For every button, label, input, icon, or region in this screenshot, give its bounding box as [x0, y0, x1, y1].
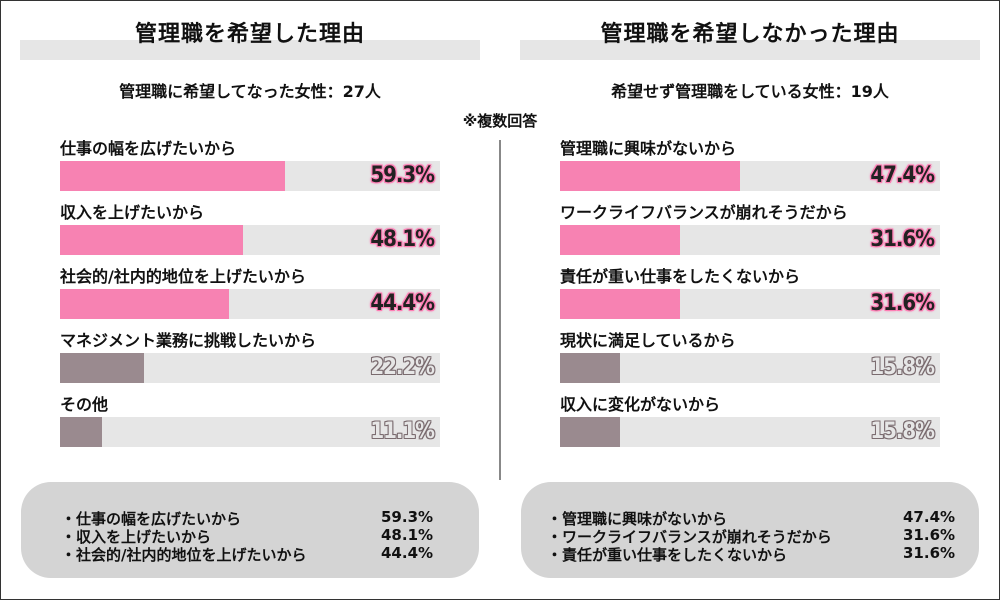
bar-row: 管理職に興味がないから 47.4%: [560, 135, 940, 195]
bar: [60, 289, 229, 319]
bar-row: 現状に満足しているから 15.8%: [560, 327, 940, 387]
right-title: 管理職を希望しなかった理由: [600, 22, 900, 47]
bar-track: 48.1%: [60, 225, 440, 255]
panel-divider: [499, 140, 501, 480]
summary-label: ・収入を上げたいから: [61, 528, 212, 546]
bar: [60, 353, 145, 383]
bar-category-label: 収入を上げたいから: [60, 203, 205, 222]
multiple-answer-note: ※複数回答: [462, 112, 538, 130]
bar-track: 11.1%: [60, 417, 440, 447]
bar-track: 44.4%: [60, 289, 440, 319]
bar: [60, 225, 243, 255]
right-subtitle: 希望せず管理職をしている女性：19人: [611, 82, 889, 101]
bar-value-label: 44.4%: [370, 291, 435, 316]
bar-value-label: 15.8%: [870, 355, 935, 380]
bar-category-label: 管理職に興味がないから: [560, 139, 737, 158]
left-summary-row: ・仕事の幅を広げたいから: [61, 508, 241, 529]
bar: [560, 353, 621, 383]
right-summary-row: ・管理職に興味がないから: [547, 508, 727, 529]
left-summary-value: 44.4%: [381, 544, 434, 562]
summary-label: ・責任が重い仕事をしたくないから: [547, 546, 788, 564]
bar-value-label: 11.1%: [370, 419, 435, 444]
right-summary-row: ・責任が重い仕事をしたくないから: [547, 544, 787, 565]
bar-category-label: その他: [60, 395, 109, 414]
bar: [60, 417, 103, 447]
summary-label: ・社会的/社内的地位を上げたいから: [61, 546, 307, 564]
left-subtitle: 管理職に希望してなった女性：27人: [119, 82, 381, 101]
bar: [560, 225, 681, 255]
left-summary-box: ・仕事の幅を広げたいから 59.3% ・収入を上げたいから 48.1% ・社会的…: [21, 482, 479, 578]
bar-track: 31.6%: [560, 225, 940, 255]
right-panel: 管理職を希望しなかった理由 希望せず管理職をしている女性：19人 管理職に興味が…: [500, 0, 1000, 600]
bar: [560, 417, 621, 447]
bar-category-label: 現状に満足しているから: [560, 331, 736, 350]
bar-track: 15.8%: [560, 353, 940, 383]
bar: [560, 289, 681, 319]
right-title-bar: [520, 40, 980, 60]
summary-label: ・仕事の幅を広げたいから: [61, 510, 242, 528]
left-panel: 管理職を希望した理由 管理職に希望してなった女性：27人 仕事の幅を広げたいから…: [20, 22, 480, 578]
bar: [60, 161, 286, 191]
bar-row: マネジメント業務に挑戦したいから 22.2%: [60, 327, 440, 387]
left-title: 管理職を希望した理由: [134, 22, 365, 47]
left-title-bar: [20, 40, 480, 60]
right-summary-value: 31.6%: [903, 544, 956, 562]
bar-track: 47.4%: [560, 161, 940, 191]
right-summary-box: ・管理職に興味がないから 47.4% ・ワークライフバランスが崩れそうだから 3…: [521, 482, 979, 578]
bar-category-label: 仕事の幅を広げたいから: [60, 139, 237, 158]
bar-value-label: 22.2%: [370, 355, 435, 380]
right-summary-value: 31.6%: [903, 526, 956, 544]
right-summary-value: 47.4%: [903, 508, 956, 526]
bar-value-label: 47.4%: [870, 163, 935, 188]
bar-category-label: ワークライフバランスが崩れそうだから: [560, 203, 848, 222]
bar-category-label: 収入に変化がないから: [560, 395, 721, 414]
summary-label: ・ワークライフバランスが崩れそうだから: [547, 528, 832, 546]
left-summary-row: ・収入を上げたいから: [61, 526, 211, 547]
left-summary-value: 59.3%: [381, 508, 434, 526]
bar-row: 収入に変化がないから 15.8%: [560, 391, 940, 451]
left-summary-row: ・社会的/社内的地位を上げたいから: [61, 544, 306, 565]
bar-category-label: マネジメント業務に挑戦したいから: [60, 331, 317, 350]
bar-row: 仕事の幅を広げたいから 59.3%: [60, 135, 440, 195]
right-summary-row: ・ワークライフバランスが崩れそうだから: [547, 526, 832, 547]
bar-row: ワークライフバランスが崩れそうだから 31.6%: [560, 199, 940, 259]
bar-row: 収入を上げたいから 48.1%: [60, 199, 440, 259]
bar-value-label: 59.3%: [370, 163, 435, 188]
bar-track: 15.8%: [560, 417, 940, 447]
bar-track: 22.2%: [60, 353, 440, 383]
bar-category-label: 社会的/社内的地位を上げたいから: [60, 267, 306, 286]
bar-value-label: 15.8%: [870, 419, 935, 444]
summary-label: ・管理職に興味がないから: [547, 510, 728, 528]
left-summary-value: 48.1%: [381, 526, 434, 544]
bar-category-label: 責任が重い仕事をしたくないから: [560, 267, 801, 286]
bar-row: その他 11.1%: [60, 391, 440, 451]
bar-value-label: 31.6%: [870, 227, 935, 252]
bar-value-label: 31.6%: [870, 291, 935, 316]
bar-track: 59.3%: [60, 161, 440, 191]
bar-row: 責任が重い仕事をしたくないから 31.6%: [560, 263, 940, 323]
bar: [560, 161, 741, 191]
bar-row: 社会的/社内的地位を上げたいから 44.4%: [60, 263, 440, 323]
bar-value-label: 48.1%: [370, 227, 435, 252]
bar-track: 31.6%: [560, 289, 940, 319]
